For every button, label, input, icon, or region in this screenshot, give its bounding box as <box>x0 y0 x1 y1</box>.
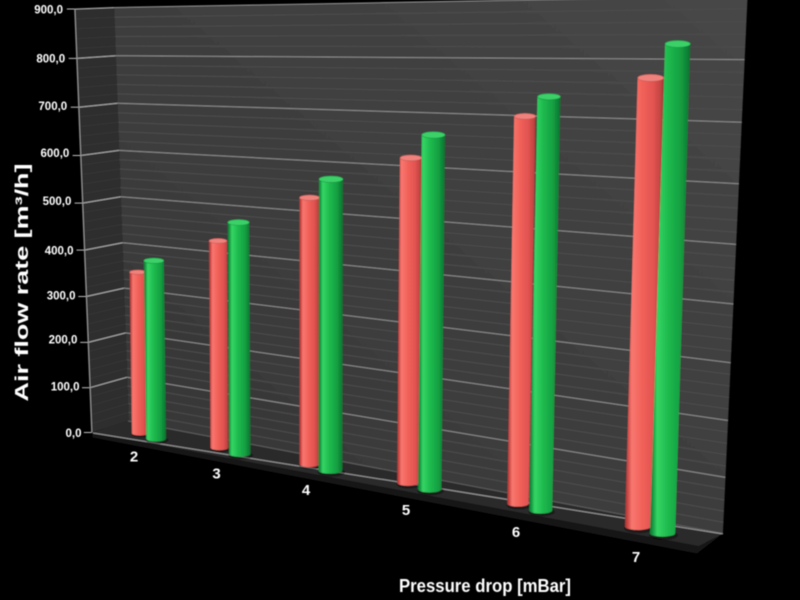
svg-text:700,0: 700,0 <box>38 101 67 113</box>
svg-text:200,0: 200,0 <box>49 335 78 347</box>
svg-text:3: 3 <box>212 466 220 483</box>
svg-text:5: 5 <box>402 502 410 519</box>
svg-text:6: 6 <box>512 524 520 541</box>
svg-text:500,0: 500,0 <box>43 196 72 208</box>
svg-text:7: 7 <box>632 549 640 566</box>
svg-text:2: 2 <box>130 449 138 466</box>
svg-text:600,0: 600,0 <box>41 148 70 160</box>
svg-text:0,0: 0,0 <box>66 428 82 440</box>
svg-text:Air flow rate [m³/h]: Air flow rate [m³/h] <box>12 164 32 402</box>
svg-text:800,0: 800,0 <box>36 54 65 66</box>
svg-text:Pressure drop [mBar]: Pressure drop [mBar] <box>399 576 571 596</box>
svg-text:100,0: 100,0 <box>51 382 80 394</box>
svg-text:400,0: 400,0 <box>45 246 74 258</box>
svg-text:300,0: 300,0 <box>47 291 76 303</box>
svg-text:900,0: 900,0 <box>34 5 63 17</box>
svg-text:4: 4 <box>302 482 311 499</box>
